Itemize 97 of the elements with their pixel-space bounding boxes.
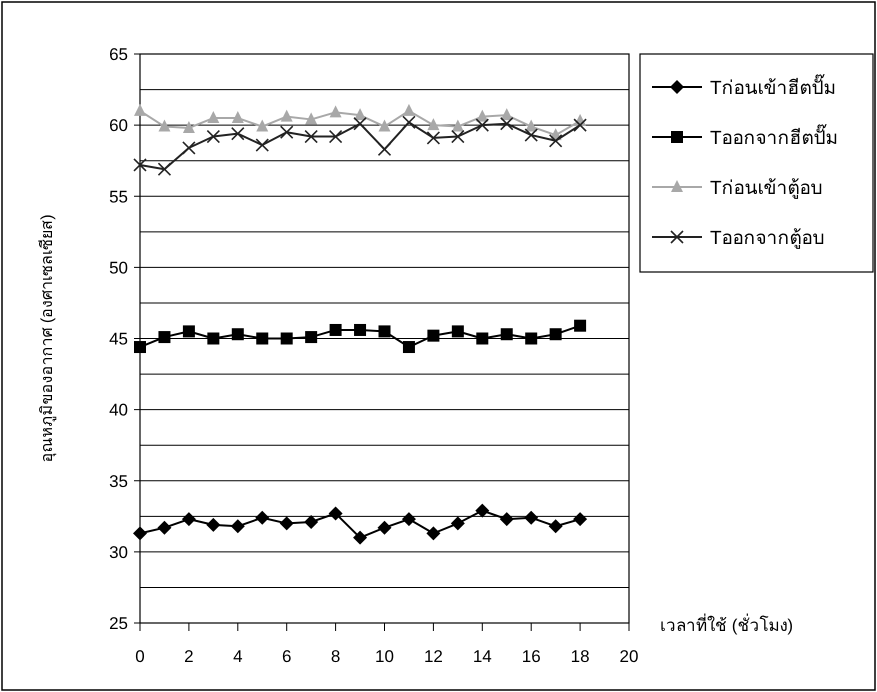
legend-label: Tก่อนเข้าตู้อบ bbox=[710, 178, 823, 199]
x-tick-label: 8 bbox=[330, 647, 340, 666]
point bbox=[305, 331, 318, 344]
point bbox=[230, 519, 245, 534]
point bbox=[330, 324, 342, 336]
point bbox=[427, 118, 440, 130]
point bbox=[402, 512, 416, 526]
x-tick-label: 20 bbox=[620, 647, 638, 666]
point bbox=[500, 116, 514, 130]
point bbox=[573, 512, 588, 526]
point bbox=[524, 510, 538, 525]
point bbox=[206, 518, 220, 532]
point bbox=[402, 115, 416, 130]
point bbox=[525, 120, 538, 132]
x-tick-label: 10 bbox=[375, 647, 394, 666]
point bbox=[280, 110, 293, 122]
legend-label: Tก่อนเข้าฮีตปั๊ม bbox=[710, 74, 837, 99]
point bbox=[182, 512, 196, 526]
point bbox=[328, 130, 342, 144]
x-tick-label: 6 bbox=[282, 647, 292, 666]
point bbox=[158, 331, 170, 344]
point bbox=[353, 116, 367, 130]
point bbox=[158, 162, 172, 176]
x-tick-label: 16 bbox=[522, 647, 541, 666]
point bbox=[182, 120, 195, 133]
x-tick-label: 12 bbox=[424, 647, 443, 666]
point bbox=[378, 325, 390, 338]
point bbox=[232, 111, 244, 124]
point bbox=[206, 130, 220, 144]
point bbox=[255, 510, 270, 525]
point bbox=[426, 131, 440, 145]
y-tick-label: 60 bbox=[109, 116, 128, 136]
point bbox=[353, 530, 368, 545]
point bbox=[378, 520, 392, 535]
point bbox=[500, 512, 514, 526]
point bbox=[255, 138, 270, 152]
point bbox=[452, 325, 464, 338]
point bbox=[280, 125, 294, 140]
point bbox=[476, 332, 488, 344]
point bbox=[378, 120, 390, 132]
x-axis-title: เวลาที่ใช้ (ชั่วโมง) bbox=[660, 613, 794, 635]
y-tick-label: 65 bbox=[109, 45, 128, 64]
point bbox=[548, 134, 562, 148]
point bbox=[305, 112, 318, 124]
point bbox=[328, 506, 343, 520]
point bbox=[280, 332, 293, 344]
point bbox=[304, 515, 318, 530]
point bbox=[231, 126, 245, 140]
point bbox=[573, 118, 587, 132]
y-tick-label: 30 bbox=[109, 542, 128, 562]
x-tick-label: 4 bbox=[233, 647, 243, 666]
x-tick-label: 14 bbox=[472, 647, 492, 666]
point bbox=[476, 118, 490, 132]
point bbox=[304, 130, 318, 144]
point bbox=[157, 520, 172, 535]
point bbox=[402, 341, 415, 354]
point bbox=[450, 516, 465, 530]
point bbox=[133, 526, 147, 540]
point bbox=[524, 128, 538, 142]
point bbox=[525, 332, 538, 344]
point bbox=[158, 120, 170, 132]
point bbox=[207, 332, 220, 344]
point bbox=[256, 120, 268, 132]
point bbox=[426, 526, 440, 540]
x-tick-label: 2 bbox=[184, 647, 194, 666]
y-tick-label: 55 bbox=[109, 187, 128, 206]
y-tick-label: 25 bbox=[109, 614, 128, 633]
point bbox=[232, 328, 244, 340]
point bbox=[133, 158, 147, 172]
point bbox=[475, 504, 490, 518]
point bbox=[574, 320, 586, 332]
point bbox=[500, 328, 513, 340]
x-tick-label: 0 bbox=[135, 647, 145, 666]
point bbox=[548, 519, 563, 534]
point bbox=[378, 142, 392, 156]
point bbox=[550, 328, 562, 340]
point bbox=[134, 341, 146, 354]
x-tick-label: 18 bbox=[570, 647, 590, 666]
point bbox=[427, 330, 440, 342]
point bbox=[451, 130, 465, 144]
point bbox=[354, 324, 366, 336]
y-tick-label: 45 bbox=[109, 330, 128, 348]
y-tick-label: 40 bbox=[109, 400, 128, 420]
point bbox=[207, 111, 220, 124]
legend-label: Tออกจากตู้อบ bbox=[710, 228, 825, 249]
y-axis-title: อุณหภูมิของอากาศ (องศาเซลเซียส) bbox=[38, 214, 57, 463]
point bbox=[402, 104, 415, 116]
point bbox=[256, 332, 268, 344]
point bbox=[182, 325, 195, 338]
point bbox=[182, 141, 196, 155]
legend-label: Tออกจากฮีตปั๊ม bbox=[710, 124, 839, 149]
point bbox=[452, 120, 464, 132]
y-tick-label: 50 bbox=[109, 258, 128, 278]
y-tick-label: 35 bbox=[109, 472, 128, 491]
point bbox=[280, 516, 294, 530]
point bbox=[330, 105, 342, 118]
point bbox=[134, 104, 146, 116]
